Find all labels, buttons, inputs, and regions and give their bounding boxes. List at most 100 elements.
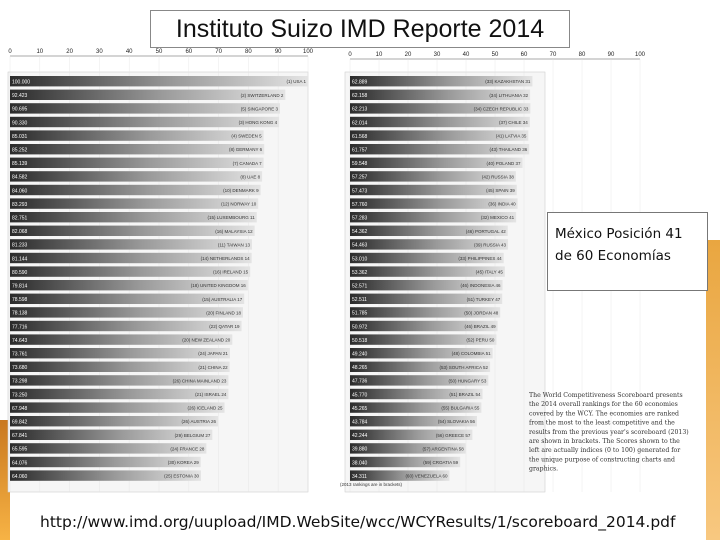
bar — [10, 212, 257, 223]
x-tick-label: 90 — [608, 52, 615, 58]
bar-score-label: 38.040 — [352, 460, 368, 466]
bar-score-label: 50.972 — [352, 324, 368, 330]
bar — [350, 375, 489, 386]
bar — [10, 103, 280, 114]
bar-score-label: 51.785 — [352, 311, 368, 317]
bar-score-label: 42.244 — [352, 433, 368, 439]
bar — [350, 443, 466, 454]
bar-rank-label: (26) CHINA MAINLAND 23 — [173, 378, 227, 383]
x-tick-label: 60 — [521, 52, 528, 58]
note-line-2: de 60 Economías — [555, 248, 671, 264]
bar-rank-label: (32) MEXICO 41 — [481, 215, 515, 220]
bar — [10, 184, 261, 196]
bar-score-label: 45.265 — [352, 406, 368, 412]
bar-rank-label: (42) RUSSIA 38 — [482, 174, 515, 179]
bar — [10, 130, 264, 141]
bar-score-label: 67.948 — [12, 406, 28, 412]
bar-rank-label: (1) USA 1 — [286, 79, 306, 84]
x-tick-label: 80 — [245, 49, 252, 55]
bar-rank-label: (24) JAPAN 21 — [198, 351, 228, 356]
bar-rank-label: (8) GERMANY 6 — [229, 147, 263, 152]
bar — [350, 103, 531, 114]
bar — [10, 429, 213, 440]
source-url[interactable]: http://www.imd.org/uupload/IMD.WebSite/w… — [40, 513, 676, 531]
bar — [350, 307, 501, 318]
bar — [10, 443, 207, 454]
x-tick-label: 90 — [275, 49, 282, 55]
bar-score-label: 64.076 — [12, 460, 28, 466]
description-line: the unique purpose of constructing chart… — [529, 456, 675, 463]
bar-score-label: 54.463 — [352, 243, 368, 249]
bar-score-label: 77.716 — [12, 324, 28, 330]
bar — [350, 198, 518, 209]
bar — [350, 320, 498, 332]
description-line: left are actually indices (0 to 100) gen… — [529, 447, 680, 454]
bar — [10, 239, 252, 250]
bar-rank-label: (25) ESTONIA 30 — [164, 474, 199, 479]
bar-score-label: 34.311 — [352, 474, 367, 480]
bar-rank-label: (22) QATAR 19 — [209, 324, 240, 329]
bar-score-label: 57.760 — [352, 202, 368, 208]
bar-score-label: 80.590 — [12, 270, 28, 276]
description-line: from the most to the least competitive a… — [529, 420, 675, 427]
bar-score-label: 64.060 — [12, 474, 28, 480]
bar-rank-label: (46) INDONESIA 46 — [461, 283, 502, 288]
bar-rank-label: (20) NEW ZEALAND 20 — [182, 338, 231, 343]
bar-score-label: 52.571 — [352, 284, 368, 290]
bar — [350, 157, 523, 168]
x-tick-label: 30 — [434, 52, 441, 58]
bar — [10, 280, 248, 291]
bar — [10, 361, 230, 372]
bar-rank-label: (46) PORTUGAL 42 — [466, 229, 507, 234]
bar-rank-label: (21) ISRAEL 24 — [195, 392, 227, 397]
bar-score-label: 85.139 — [12, 161, 28, 167]
bar-score-label: 62.889 — [352, 80, 368, 86]
bar-rank-label: (55) BULGARIA 55 — [441, 406, 480, 411]
bar-rank-label: (53) SOUTH AFRICA 52 — [440, 365, 489, 370]
description-line: the 2014 overall rankings for the 60 eco… — [529, 401, 678, 408]
bar — [10, 225, 255, 236]
bar-rank-label: (2) SWITZERLAND 2 — [241, 93, 284, 98]
bar-score-label: 81.233 — [12, 243, 28, 249]
bar-rank-label: (3) HONG KONG 4 — [239, 120, 278, 125]
x-tick-label: 50 — [492, 52, 499, 58]
bar-score-label: 61.757 — [352, 148, 368, 154]
bar-score-label: 67.841 — [12, 433, 28, 439]
bar — [10, 171, 263, 182]
bar-rank-label: (18) UNITED KINGDOM 16 — [191, 283, 247, 288]
description-line: results from the previous year's scorebo… — [529, 429, 689, 436]
bar-score-label: 90.330 — [12, 120, 28, 126]
bar — [350, 116, 530, 128]
bar-score-label: 54.362 — [352, 229, 368, 235]
bar-rank-label: (39) RUSSIA 43 — [474, 242, 507, 247]
bar — [350, 171, 516, 182]
bar-rank-label: (46) BRAZIL 49 — [465, 324, 497, 329]
bar — [350, 293, 503, 304]
bar-score-label: 79.814 — [12, 284, 28, 290]
bar-score-label: 65.595 — [12, 447, 28, 453]
bar — [10, 307, 244, 318]
bar — [10, 375, 229, 386]
bar — [350, 429, 473, 440]
bar-rank-label: (43) THAILAND 36 — [490, 147, 528, 152]
bar-score-label: 43.784 — [352, 420, 368, 426]
bar-score-label: 73.761 — [12, 352, 28, 358]
bar-score-label: 78.598 — [12, 297, 28, 303]
mexico-position-note: México Posición 41 de 60 Economías — [547, 212, 708, 291]
x-tick-label: 80 — [579, 52, 586, 58]
bar — [350, 76, 533, 87]
bar — [10, 334, 233, 345]
bar-score-label: 85.031 — [12, 134, 28, 140]
bar-rank-label: (50) HUNGARY 53 — [448, 378, 486, 383]
bar-rank-label: (33) PHILIPPINES 44 — [458, 256, 502, 261]
bar-rank-label: (33) KAZAKHSTAN 31 — [485, 79, 531, 84]
x-tick-label: 40 — [126, 49, 133, 55]
bar-score-label: 52.511 — [352, 297, 367, 303]
bar — [350, 402, 482, 413]
bar-rank-label: (20) FINLAND 18 — [206, 310, 241, 315]
description-line: graphics. — [529, 466, 558, 473]
bar-score-label: 92.423 — [12, 93, 28, 99]
bar-score-label: 73.298 — [12, 379, 28, 385]
bar-score-label: 47.736 — [352, 379, 368, 385]
x-tick-label: 40 — [463, 52, 470, 58]
